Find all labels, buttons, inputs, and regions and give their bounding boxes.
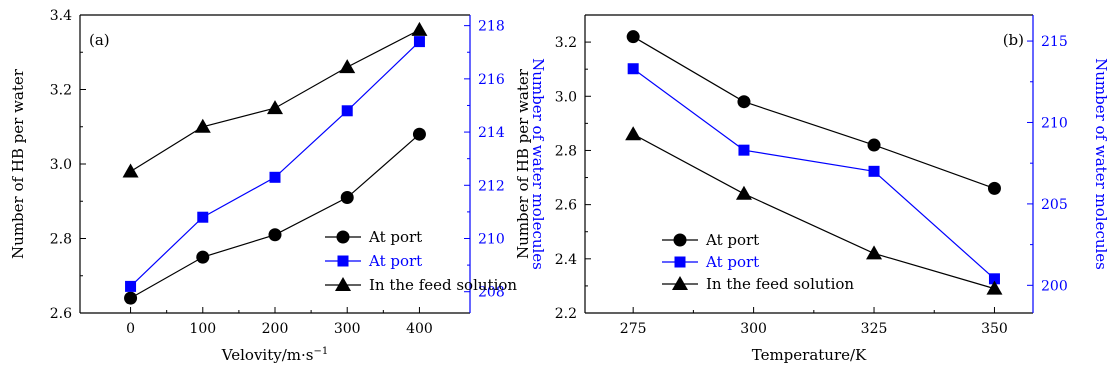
- y-tick-label: 2.4: [555, 252, 577, 268]
- data-point-circle: [196, 250, 210, 264]
- legend-label: At port: [705, 231, 759, 249]
- series-line: [632, 133, 995, 290]
- series-triangle: [122, 21, 428, 178]
- data-point-triangle: [122, 163, 139, 178]
- x-axis-label: Velovity/m·s−1: [221, 346, 328, 364]
- data-point-square: [341, 105, 353, 117]
- y-tick-label: 3.2: [50, 83, 72, 99]
- series-triangle: [625, 126, 1003, 295]
- data-point-triangle: [625, 126, 642, 141]
- data-point-triangle: [339, 59, 356, 74]
- data-point-square: [988, 273, 1000, 285]
- x-tick-label: 275: [620, 321, 647, 337]
- series-circle: [626, 30, 1001, 195]
- series-line: [130, 133, 420, 299]
- y2-tick-label: 215: [1041, 34, 1068, 50]
- y-tick-label: 3.0: [555, 89, 577, 105]
- y2-tick-label: 214: [478, 125, 505, 141]
- y-tick-label: 2.8: [555, 143, 577, 159]
- y2-axis-label: Number of water molecules: [529, 58, 547, 270]
- legend-marker-triangle: [672, 276, 688, 290]
- y2-tick-label: 200: [1041, 278, 1068, 294]
- data-point-square: [269, 171, 281, 183]
- data-point-square: [738, 144, 750, 156]
- series-square: [627, 63, 1000, 285]
- data-point-circle: [412, 127, 426, 141]
- data-point-circle: [268, 228, 282, 242]
- y-tick-label: 3.4: [50, 8, 72, 24]
- y2-tick-label: 205: [1041, 197, 1068, 213]
- y2-tick-label: 210: [1041, 115, 1068, 131]
- y2-tick-label: 212: [478, 178, 505, 194]
- data-point-square: [125, 280, 137, 292]
- data-point-square: [197, 211, 209, 223]
- y2-axis-label: Number of water molecules: [1092, 58, 1107, 270]
- x-tick-label: 400: [406, 321, 433, 337]
- y-tick-label: 3.2: [555, 35, 577, 51]
- legend-label: In the feed solution: [369, 276, 517, 294]
- data-point-square: [413, 36, 425, 48]
- x-tick-label: 350: [981, 321, 1008, 337]
- legend-marker-circle: [673, 233, 687, 247]
- x-tick-label: 325: [861, 321, 888, 337]
- legend-label: At port: [368, 228, 422, 246]
- data-point-circle: [737, 95, 751, 109]
- y-tick-label: 2.8: [50, 232, 72, 248]
- data-point-circle: [340, 191, 354, 205]
- legend-marker-square: [337, 255, 349, 267]
- series-circle: [124, 127, 426, 305]
- series-line: [632, 36, 995, 189]
- data-point-triangle: [735, 185, 752, 200]
- legend-label: In the feed solution: [706, 275, 854, 293]
- data-point-triangle: [411, 21, 428, 36]
- legend-marker-triangle: [335, 277, 351, 291]
- y-tick-label: 2.6: [555, 198, 577, 214]
- x-tick-label: 300: [740, 321, 767, 337]
- y2-tick-label: 216: [478, 72, 505, 88]
- data-point-square: [868, 165, 880, 177]
- legend-label: At port: [705, 253, 759, 271]
- chart-panel-a: 0 100 200 300 400 2.6 2.8 3.0 3.2 3.4 208 210 212 214…: [9, 8, 547, 364]
- y-axis-label: Number of HB per water: [9, 68, 27, 259]
- y-axis-label: Number of HB per water: [514, 68, 532, 259]
- series-line: [130, 41, 420, 287]
- data-point-triangle: [866, 245, 883, 260]
- legend-marker-square: [674, 256, 686, 268]
- legend: At port At port In the feed solution: [662, 231, 854, 293]
- data-point-circle: [626, 30, 640, 44]
- y2-tick-label: 210: [478, 232, 505, 248]
- data-point-triangle: [267, 100, 283, 115]
- y-tick-label: 2.2: [555, 306, 577, 322]
- x-tick-label: 300: [334, 321, 361, 337]
- x-axis-label: Temperature/K: [752, 346, 867, 364]
- data-point-circle: [987, 181, 1001, 195]
- y-tick-label: 2.6: [50, 306, 72, 322]
- legend-label: At port: [368, 252, 422, 270]
- legend-marker-circle: [336, 230, 350, 244]
- chart-panel-b: 275 300 325 350 2.2 2.4 2.6 2.8 3.0 3.2 200 205 210 2…: [514, 14, 1107, 364]
- y2-tick-label: 208: [478, 285, 505, 301]
- series-square: [125, 36, 425, 292]
- data-point-circle: [124, 291, 138, 305]
- panel-label: (a): [89, 31, 110, 49]
- y-tick-label: 3.0: [50, 157, 72, 173]
- data-point-triangle: [986, 280, 1003, 295]
- y2-tick-label: 218: [478, 19, 505, 35]
- series-line: [632, 68, 995, 280]
- data-point-triangle: [194, 118, 211, 133]
- x-tick-label: 100: [189, 321, 216, 337]
- data-point-square: [627, 63, 639, 75]
- x-tick-label: 200: [262, 321, 289, 337]
- data-point-circle: [867, 138, 881, 152]
- x-tick-label: 0: [126, 321, 135, 337]
- panel-label: (b): [1003, 31, 1024, 49]
- legend: At port At port In the feed solution: [325, 228, 517, 294]
